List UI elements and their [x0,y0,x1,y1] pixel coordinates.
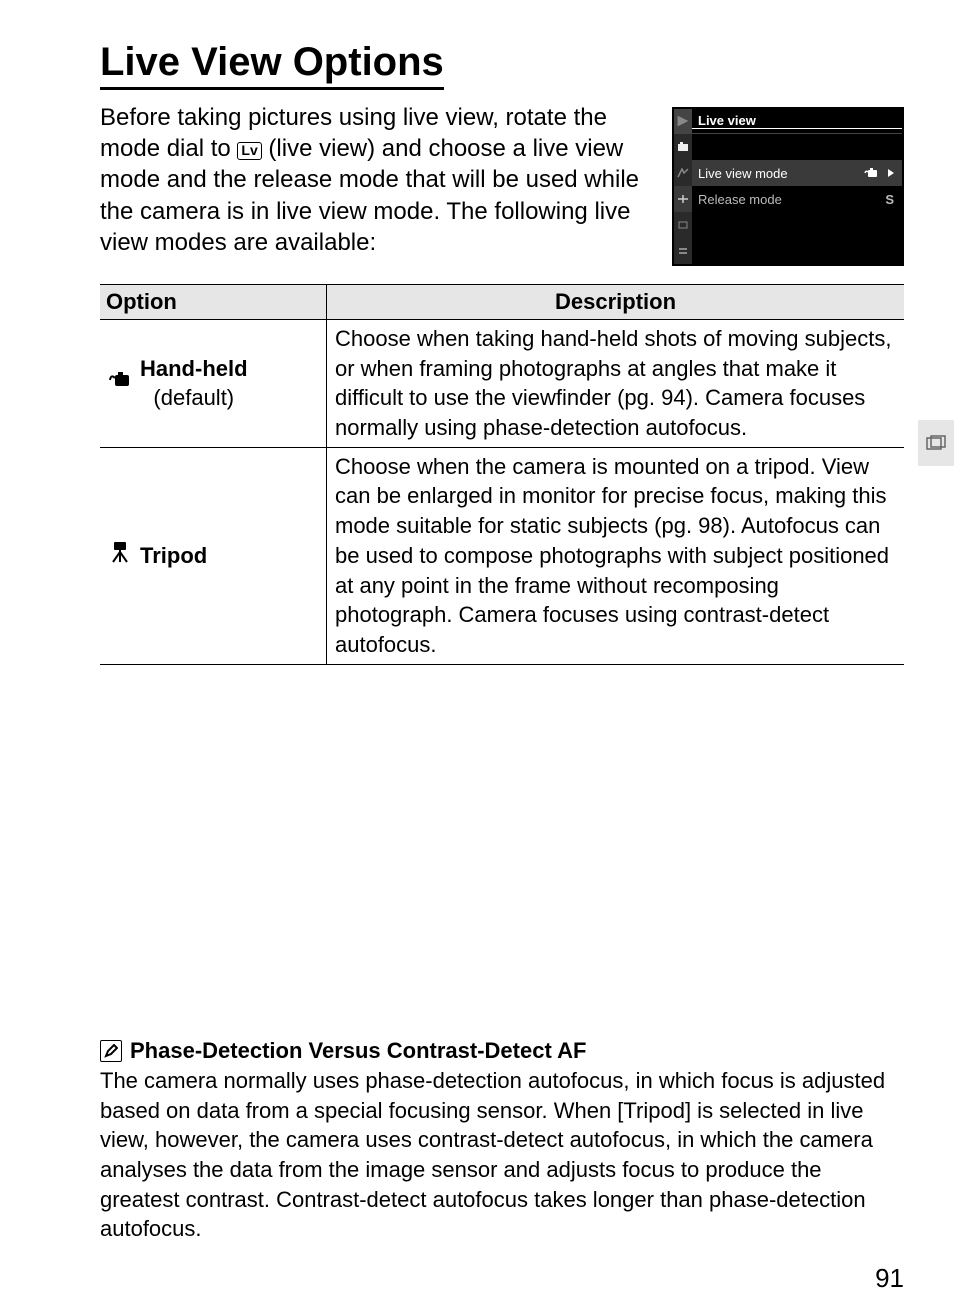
table-header-description: Description [327,285,905,320]
menu-row-label: Live view mode [698,166,862,181]
option-name: Hand-held [140,356,248,381]
manual-page: Live View Options Before taking pictures… [0,0,954,1314]
intro-paragraph: Before taking pictures using live view, … [100,102,652,258]
menu-row-live-view-mode: Live view mode [692,160,902,186]
pencil-icon [100,1040,122,1062]
side-thumb-tab [918,420,954,466]
menu-side-item [674,212,692,238]
menu-row-release-mode: Release mode S [692,186,902,212]
menu-side-item [674,160,692,186]
page-title: Live View Options [100,40,444,90]
tripod-icon [108,541,132,571]
option-name: Tripod [140,541,207,571]
note-body: The camera normally uses phase-detection… [100,1066,904,1244]
chevron-right-icon [888,169,894,177]
menu-row-value: S [883,192,896,207]
handheld-icon [108,369,132,399]
menu-row-spacer [692,134,902,160]
intro-row: Before taking pictures using live view, … [100,102,904,266]
table-row: Hand-held (default) Choose when taking h… [100,320,904,448]
page-number: 91 [875,1263,904,1294]
menu-header-label: Live view [692,113,902,129]
option-description: Choose when taking hand-held shots of mo… [327,320,905,448]
menu-header-tab-icon [674,109,692,133]
option-description: Choose when the camera is mounted on a t… [327,447,905,664]
menu-row-label: Release mode [698,192,883,207]
camera-menu-screenshot: Live view [672,107,904,266]
menu-row-value [862,167,896,179]
note-heading: Phase-Detection Versus Contrast-Detect A… [100,1038,904,1064]
menu-header: Live view [674,109,902,134]
option-cell-handheld: Hand-held (default) [100,320,327,448]
lv-mode-dial-icon: Lv [237,142,261,159]
handheld-icon [864,167,880,179]
menu-side-tabs [674,134,692,264]
menu-row-spacer [692,212,902,238]
option-subtext: (default) [140,383,248,413]
menu-side-item-selected [674,186,692,212]
note-section: Phase-Detection Versus Contrast-Detect A… [100,1038,904,1244]
menu-rows: Live view mode Release mode S [692,134,902,264]
menu-side-item [674,238,692,264]
menu-body: Live view mode Release mode S [674,134,902,264]
live-view-options-table: Option Description Hand-held (default) [100,284,904,665]
table-header-option: Option [100,285,327,320]
menu-side-item [674,134,692,160]
note-title: Phase-Detection Versus Contrast-Detect A… [130,1038,586,1064]
option-cell-tripod: Tripod [100,447,327,664]
table-row: Tripod Choose when the camera is mounted… [100,447,904,664]
